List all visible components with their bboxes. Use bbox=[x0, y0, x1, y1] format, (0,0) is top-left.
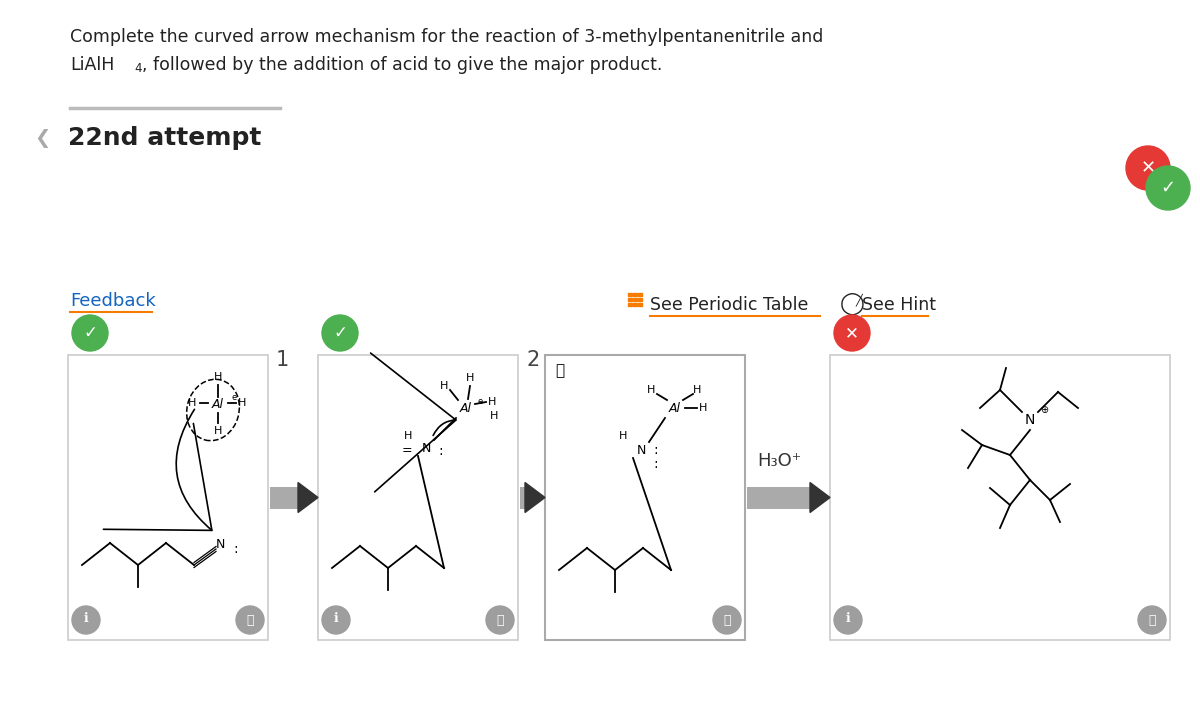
Text: :: : bbox=[233, 542, 238, 556]
Text: H: H bbox=[619, 431, 628, 441]
Text: H: H bbox=[490, 411, 498, 421]
Text: N: N bbox=[636, 443, 646, 456]
Bar bbox=[68, 355, 268, 640]
Circle shape bbox=[1126, 146, 1170, 190]
Text: 4: 4 bbox=[134, 62, 142, 75]
Bar bbox=[634, 297, 636, 301]
Text: ✕: ✕ bbox=[845, 324, 859, 342]
Circle shape bbox=[713, 606, 742, 634]
Polygon shape bbox=[526, 482, 545, 513]
Text: , followed by the addition of acid to give the major product.: , followed by the addition of acid to gi… bbox=[142, 56, 662, 74]
Text: 1: 1 bbox=[276, 350, 289, 370]
Text: ◯: ◯ bbox=[840, 293, 865, 316]
Circle shape bbox=[322, 315, 358, 351]
Bar bbox=[628, 303, 631, 306]
Text: ✕: ✕ bbox=[1140, 159, 1156, 177]
Text: Al: Al bbox=[460, 401, 472, 414]
Text: H: H bbox=[466, 373, 474, 383]
Circle shape bbox=[486, 606, 514, 634]
Text: See Hint: See Hint bbox=[862, 296, 936, 314]
Circle shape bbox=[1138, 606, 1166, 634]
Text: :: : bbox=[438, 444, 443, 458]
Text: H: H bbox=[647, 385, 655, 395]
Text: N: N bbox=[421, 441, 431, 455]
Text: ℹ: ℹ bbox=[846, 612, 851, 625]
Text: e: e bbox=[478, 396, 484, 406]
Text: H: H bbox=[214, 426, 222, 436]
Text: ℹ: ℹ bbox=[334, 612, 338, 625]
Text: H: H bbox=[692, 385, 701, 395]
Bar bbox=[628, 292, 631, 296]
Text: ⤢: ⤢ bbox=[497, 614, 504, 627]
Text: Al: Al bbox=[670, 401, 682, 414]
Text: :: : bbox=[653, 443, 658, 457]
Text: 2: 2 bbox=[526, 350, 539, 370]
Circle shape bbox=[72, 315, 108, 351]
Text: H₃O⁺: H₃O⁺ bbox=[757, 451, 802, 469]
Text: 🔒: 🔒 bbox=[554, 363, 564, 378]
Text: Complete the curved arrow mechanism for the reaction of 3-methylpentanenitrile a: Complete the curved arrow mechanism for … bbox=[70, 28, 823, 46]
Text: LiAlH: LiAlH bbox=[70, 56, 114, 74]
Polygon shape bbox=[810, 482, 830, 513]
Polygon shape bbox=[298, 482, 318, 513]
Text: Al: Al bbox=[212, 399, 224, 412]
Text: ✓: ✓ bbox=[83, 324, 97, 342]
Text: ⤢: ⤢ bbox=[246, 614, 253, 627]
Bar bbox=[545, 355, 745, 640]
Bar bbox=[638, 292, 642, 296]
Bar bbox=[520, 487, 527, 508]
Circle shape bbox=[322, 606, 350, 634]
Text: H: H bbox=[214, 372, 222, 382]
Text: N: N bbox=[215, 539, 224, 552]
Text: H: H bbox=[404, 431, 412, 441]
Text: ╱: ╱ bbox=[854, 293, 862, 306]
Text: Feedback: Feedback bbox=[70, 292, 156, 310]
Bar bbox=[318, 355, 518, 640]
Bar bbox=[634, 303, 636, 306]
Bar bbox=[638, 303, 642, 306]
Text: H: H bbox=[440, 381, 448, 391]
Bar bbox=[746, 487, 812, 508]
Text: =: = bbox=[401, 445, 412, 458]
Text: ✓: ✓ bbox=[1160, 179, 1176, 197]
Circle shape bbox=[834, 606, 862, 634]
Bar bbox=[634, 292, 636, 296]
Bar bbox=[270, 487, 300, 508]
Circle shape bbox=[834, 315, 870, 351]
Text: N: N bbox=[1025, 413, 1036, 427]
Bar bbox=[638, 297, 642, 301]
Text: H: H bbox=[488, 397, 496, 407]
Text: ❮: ❮ bbox=[34, 129, 50, 147]
Text: H: H bbox=[698, 403, 707, 413]
Text: ℹ: ℹ bbox=[84, 612, 89, 625]
Circle shape bbox=[236, 606, 264, 634]
Text: ⤢: ⤢ bbox=[724, 614, 731, 627]
Text: 22nd attempt: 22nd attempt bbox=[68, 126, 262, 150]
Text: e: e bbox=[230, 393, 236, 401]
Text: :: : bbox=[653, 457, 658, 471]
Bar bbox=[628, 297, 631, 301]
Bar bbox=[830, 355, 1170, 640]
Text: H: H bbox=[188, 398, 196, 408]
Circle shape bbox=[72, 606, 100, 634]
Text: ⤢: ⤢ bbox=[1148, 614, 1156, 627]
Text: ✓: ✓ bbox=[334, 324, 347, 342]
Text: See Periodic Table: See Periodic Table bbox=[650, 296, 809, 314]
Text: H: H bbox=[238, 398, 246, 408]
Text: ⊕: ⊕ bbox=[1040, 405, 1048, 415]
Circle shape bbox=[1146, 166, 1190, 210]
